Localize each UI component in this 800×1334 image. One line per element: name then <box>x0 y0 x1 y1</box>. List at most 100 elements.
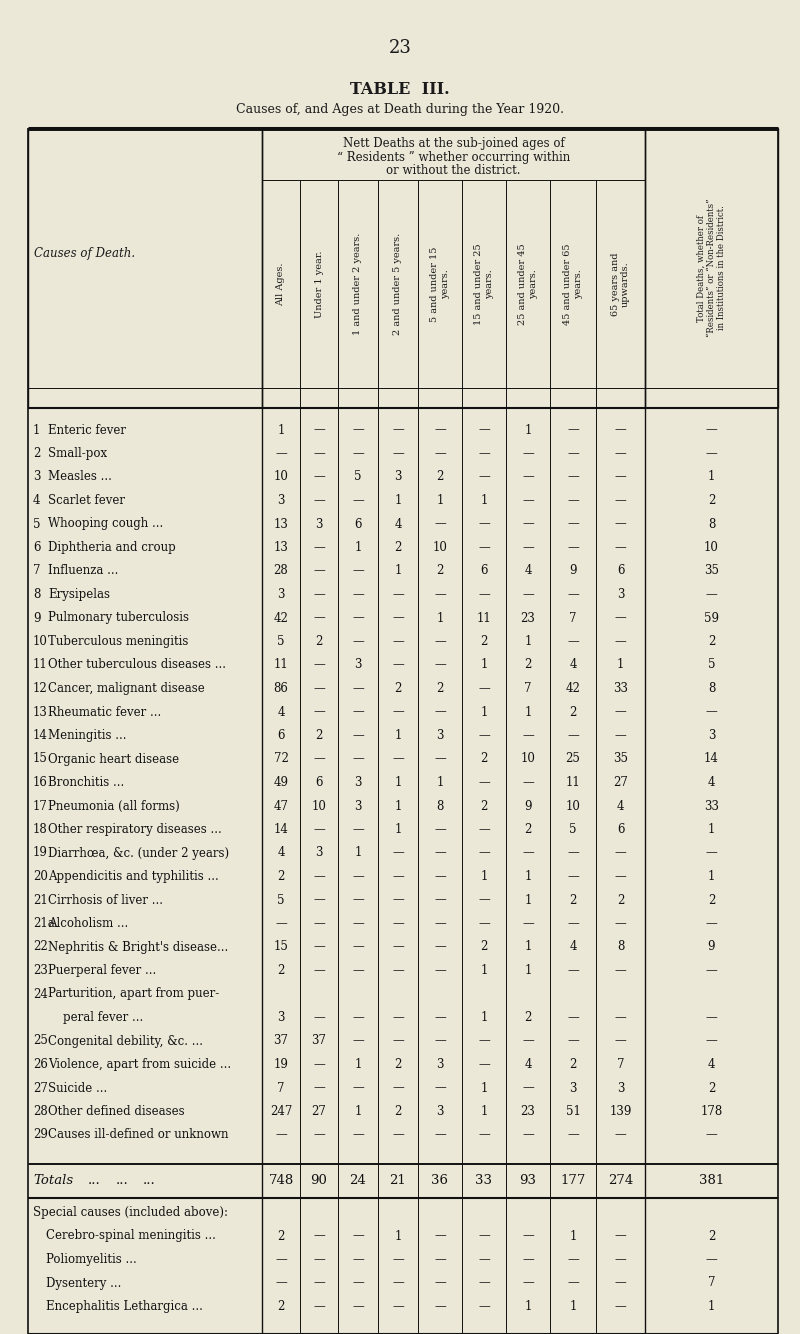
Text: 10: 10 <box>311 799 326 812</box>
Text: —: — <box>434 940 446 954</box>
Text: 1: 1 <box>480 1105 488 1118</box>
Text: 15 and under 25
years.: 15 and under 25 years. <box>474 243 494 324</box>
Text: —: — <box>478 894 490 907</box>
Text: 42: 42 <box>274 611 289 624</box>
Text: 3: 3 <box>436 728 444 742</box>
Text: —: — <box>706 423 718 436</box>
Text: 49: 49 <box>274 776 289 788</box>
Text: 37: 37 <box>274 1034 289 1047</box>
Text: —: — <box>392 916 404 930</box>
Text: Dysentery ...: Dysentery ... <box>46 1277 122 1290</box>
Text: —: — <box>522 1277 534 1290</box>
Text: —: — <box>567 1011 579 1025</box>
Text: —: — <box>614 728 626 742</box>
Text: Under 1 year.: Under 1 year. <box>314 251 323 317</box>
Text: Causes ill-defined or unknown: Causes ill-defined or unknown <box>48 1129 229 1142</box>
Text: —: — <box>478 447 490 460</box>
Text: —: — <box>706 847 718 859</box>
Text: 10: 10 <box>274 471 289 483</box>
Text: —: — <box>567 1277 579 1290</box>
Text: —: — <box>522 447 534 460</box>
Text: 18: 18 <box>33 823 48 836</box>
Text: —: — <box>478 423 490 436</box>
Text: —: — <box>313 1058 325 1071</box>
Text: 7: 7 <box>617 1058 624 1071</box>
Text: 7: 7 <box>708 1277 715 1290</box>
Text: 27: 27 <box>33 1082 48 1094</box>
Text: —: — <box>522 588 534 602</box>
Text: —: — <box>614 870 626 883</box>
Text: 6: 6 <box>617 823 624 836</box>
Text: Diarrhœa, &c. (under 2 years): Diarrhœa, &c. (under 2 years) <box>48 847 229 859</box>
Text: —: — <box>614 518 626 531</box>
Text: —: — <box>352 1301 364 1313</box>
Text: —: — <box>392 1253 404 1266</box>
Text: 16: 16 <box>33 776 48 788</box>
Text: —: — <box>313 894 325 907</box>
Text: —: — <box>313 1011 325 1025</box>
Text: 1: 1 <box>480 1082 488 1094</box>
Text: 1: 1 <box>570 1230 577 1242</box>
Text: 178: 178 <box>700 1105 722 1118</box>
Text: —: — <box>614 447 626 460</box>
Text: 35: 35 <box>613 752 628 766</box>
Text: —: — <box>478 728 490 742</box>
Text: —: — <box>392 706 404 719</box>
Text: Totals: Totals <box>33 1174 73 1187</box>
Text: 7: 7 <box>524 682 532 695</box>
Text: —: — <box>478 916 490 930</box>
Text: —: — <box>352 682 364 695</box>
Text: 11: 11 <box>477 611 491 624</box>
Text: 12: 12 <box>33 682 48 695</box>
Text: —: — <box>567 728 579 742</box>
Text: —: — <box>614 706 626 719</box>
Text: —: — <box>352 940 364 954</box>
Text: 3: 3 <box>278 588 285 602</box>
Text: —: — <box>392 1082 404 1094</box>
Text: 20: 20 <box>33 870 48 883</box>
Text: —: — <box>352 1129 364 1142</box>
Text: 8: 8 <box>33 588 40 602</box>
Text: —: — <box>434 847 446 859</box>
Text: —: — <box>478 1301 490 1313</box>
Text: 19: 19 <box>33 847 48 859</box>
Text: —: — <box>567 847 579 859</box>
Text: —: — <box>478 1230 490 1242</box>
Text: 1: 1 <box>708 823 715 836</box>
Text: —: — <box>313 1253 325 1266</box>
Text: ...: ... <box>116 1174 129 1187</box>
Text: —: — <box>614 964 626 976</box>
Text: —: — <box>478 471 490 483</box>
Text: 3: 3 <box>394 471 402 483</box>
Text: 4: 4 <box>708 1058 715 1071</box>
Text: 5 and under 15
years.: 5 and under 15 years. <box>430 247 450 321</box>
Text: 3: 3 <box>708 728 715 742</box>
Text: 47: 47 <box>274 799 289 812</box>
Text: —: — <box>313 1277 325 1290</box>
Text: 9: 9 <box>33 611 41 624</box>
Text: 1: 1 <box>436 776 444 788</box>
Text: 26: 26 <box>33 1058 48 1071</box>
Text: —: — <box>706 1253 718 1266</box>
Text: 37: 37 <box>311 1034 326 1047</box>
Text: 51: 51 <box>566 1105 581 1118</box>
Text: 1: 1 <box>524 894 532 907</box>
Text: 90: 90 <box>310 1174 327 1187</box>
Text: Encephalitis Lethargica ...: Encephalitis Lethargica ... <box>46 1301 203 1313</box>
Text: 42: 42 <box>566 682 581 695</box>
Text: 21: 21 <box>390 1174 406 1187</box>
Text: 2: 2 <box>33 447 40 460</box>
Text: —: — <box>706 1129 718 1142</box>
Text: 139: 139 <box>610 1105 632 1118</box>
Text: 2: 2 <box>394 1105 402 1118</box>
Text: 14: 14 <box>704 752 719 766</box>
Text: 4: 4 <box>278 706 285 719</box>
Text: 6: 6 <box>278 728 285 742</box>
Text: 2: 2 <box>480 635 488 648</box>
Text: 2: 2 <box>570 894 577 907</box>
Text: All Ages.: All Ages. <box>277 263 286 305</box>
Text: 23: 23 <box>389 39 411 57</box>
Text: 59: 59 <box>704 611 719 624</box>
Text: —: — <box>352 635 364 648</box>
Text: 2: 2 <box>480 940 488 954</box>
